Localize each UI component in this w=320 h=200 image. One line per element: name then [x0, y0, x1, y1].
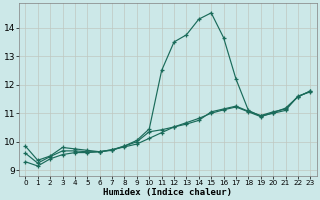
X-axis label: Humidex (Indice chaleur): Humidex (Indice chaleur): [103, 188, 232, 197]
